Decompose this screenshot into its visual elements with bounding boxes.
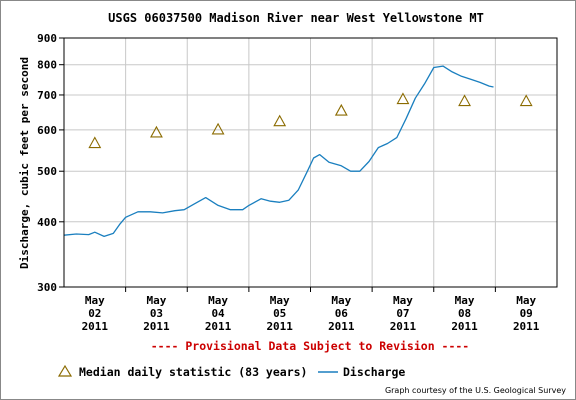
legend-discharge-label: Discharge [343, 365, 405, 379]
x-tick-label: May [516, 294, 536, 307]
x-tick-label: 2011 [328, 320, 355, 333]
x-tick-label: 04 [211, 307, 225, 320]
y-tick-label: 400 [37, 216, 57, 229]
x-tick-label: 2011 [451, 320, 478, 333]
y-tick-label: 700 [37, 89, 57, 102]
median-point [150, 125, 163, 138]
x-tick-label: May [455, 294, 475, 307]
y-tick-label: 800 [37, 59, 57, 72]
data-series [63, 65, 533, 238]
y-axis-label: Discharge, cubic feet per second [18, 57, 31, 269]
legend: Median daily statistic (83 years) Discha… [57, 364, 405, 379]
y-axis-ticks: 300 400 500 600 700 800 900 [37, 32, 64, 294]
median-point [273, 114, 287, 127]
x-tick-label: 05 [273, 307, 286, 320]
x-tick-label: 2011 [266, 320, 293, 333]
y-tick-label: 900 [37, 32, 57, 45]
provisional-note: ---- Provisional Data Subject to Revisio… [151, 339, 470, 353]
y-tick-label: 600 [37, 124, 57, 137]
x-tick-label: May [208, 294, 228, 307]
credit-text: Graph courtesy of the U.S. Geological Su… [385, 386, 566, 395]
median-point [211, 122, 225, 135]
median-point [88, 136, 102, 149]
x-tick-label: May [331, 294, 351, 307]
x-tick-label: 2011 [390, 320, 417, 333]
x-tick-label: 2011 [82, 320, 109, 333]
x-tick-label: May [393, 294, 413, 307]
x-tick-label: 07 [396, 307, 409, 320]
x-tick-label: 09 [520, 307, 533, 320]
x-tick-label: May [270, 294, 290, 307]
y-tick-label: 300 [37, 281, 57, 294]
x-tick-label: May [147, 294, 167, 307]
chart-title: USGS 06037500 Madison River near West Ye… [108, 11, 484, 25]
plot-border [63, 37, 558, 288]
discharge-line [63, 65, 494, 238]
x-tick-label: 03 [150, 307, 163, 320]
median-point [458, 94, 471, 107]
median-point [396, 92, 410, 105]
legend-median-marker [57, 364, 73, 377]
x-tick-label: 06 [335, 307, 349, 320]
x-axis-ticks: May022011May032011May042011May052011May0… [82, 287, 540, 333]
x-tick-label: 2011 [205, 320, 232, 333]
median-point [519, 94, 533, 107]
x-tick-label: 02 [88, 307, 101, 320]
x-tick-label: 08 [458, 307, 471, 320]
x-tick-label: May [85, 294, 105, 307]
legend-median-label: Median daily statistic (83 years) [79, 365, 307, 379]
x-tick-label: 2011 [513, 320, 540, 333]
y-tick-label: 500 [37, 165, 57, 178]
median-point [334, 103, 348, 116]
x-tick-label: 2011 [143, 320, 170, 333]
